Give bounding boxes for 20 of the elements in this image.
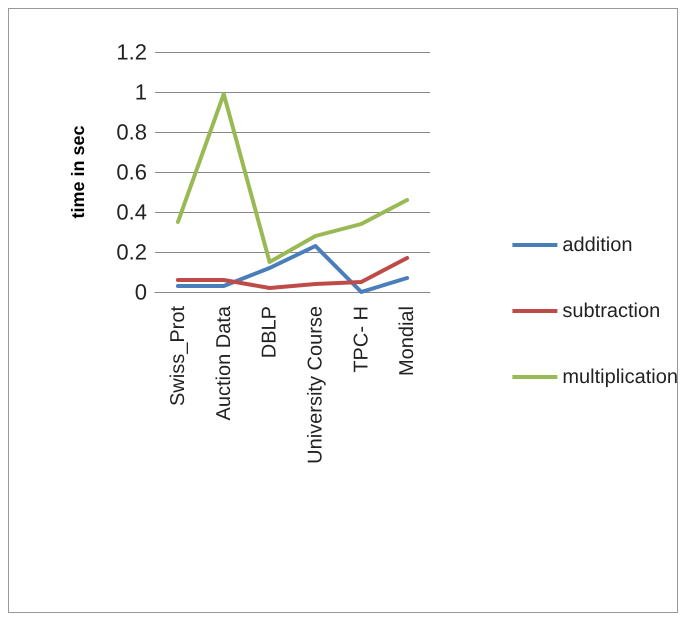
x-tick-label: Auction Data: [212, 305, 235, 421]
y-tick-label: 0.4: [116, 200, 147, 224]
y-tick-label: 0.8: [116, 120, 147, 144]
y-tick-label: 0: [134, 280, 147, 304]
legend-label: subtraction: [562, 300, 660, 322]
y-tick-label: 0.2: [116, 240, 147, 264]
x-tick-label: DBLP: [258, 306, 281, 358]
x-tick-label: Mondial: [396, 306, 418, 376]
legend-label: addition: [562, 234, 632, 256]
line-series: [176, 244, 410, 294]
y-tick-label: 1.2: [116, 40, 147, 64]
y-axis-title: time in sec: [68, 125, 88, 219]
y-tick-label: 0.6: [116, 160, 147, 184]
line-series: [176, 92, 410, 264]
line-series: [176, 256, 410, 290]
x-tick-label: University Course: [304, 306, 326, 464]
legend-label: multiplication: [562, 366, 678, 388]
y-tick-label: 1: [134, 80, 147, 104]
x-tick-label: TPC- H: [350, 306, 372, 373]
x-tick-label: Swiss_Prot: [166, 306, 189, 406]
